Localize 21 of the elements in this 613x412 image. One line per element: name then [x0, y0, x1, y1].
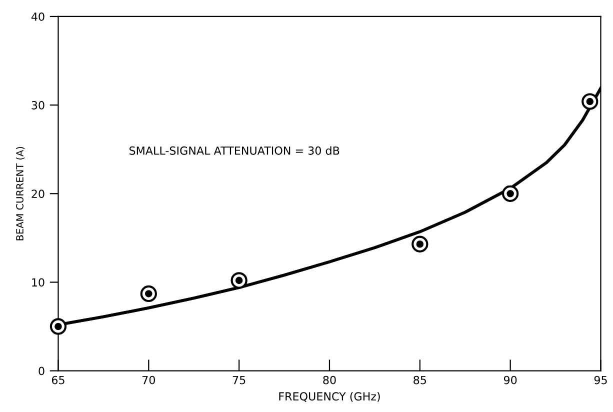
- y-tick-label: 20: [32, 190, 44, 198]
- x-tick-label: 90: [504, 376, 517, 384]
- x-tick-label: 80: [323, 376, 336, 384]
- point: [582, 93, 598, 110]
- point: [502, 185, 519, 202]
- x-tick-label: 70: [142, 376, 155, 384]
- y-tick-label: 10: [32, 278, 44, 287]
- x-tick-label: 85: [414, 376, 426, 384]
- x-axis-title: FREQUENCY (GHz): [279, 392, 380, 402]
- point: [50, 318, 67, 335]
- y-tick-label: 40: [31, 12, 44, 21]
- point: [140, 285, 157, 302]
- annotation: SMALL-SIGNAL ATTENUATION = 30 dB: [129, 146, 340, 155]
- y-axis-title: BEAM CURRENT (A): [16, 146, 25, 240]
- x-tick-label: 65: [52, 376, 64, 384]
- y-tick-label: 0: [38, 366, 44, 376]
- point: [230, 272, 248, 289]
- x-tick-label: 75: [232, 376, 246, 384]
- x-tick-label: 95: [594, 376, 607, 384]
- point: [412, 236, 428, 252]
- y-tick-label: 30: [32, 101, 44, 110]
